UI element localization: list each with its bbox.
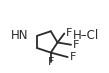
Text: F: F: [69, 52, 76, 62]
Text: F: F: [48, 57, 54, 67]
Text: F: F: [73, 40, 79, 50]
Text: H–Cl: H–Cl: [73, 29, 99, 42]
Text: F: F: [66, 28, 72, 38]
Text: HN: HN: [11, 29, 29, 42]
